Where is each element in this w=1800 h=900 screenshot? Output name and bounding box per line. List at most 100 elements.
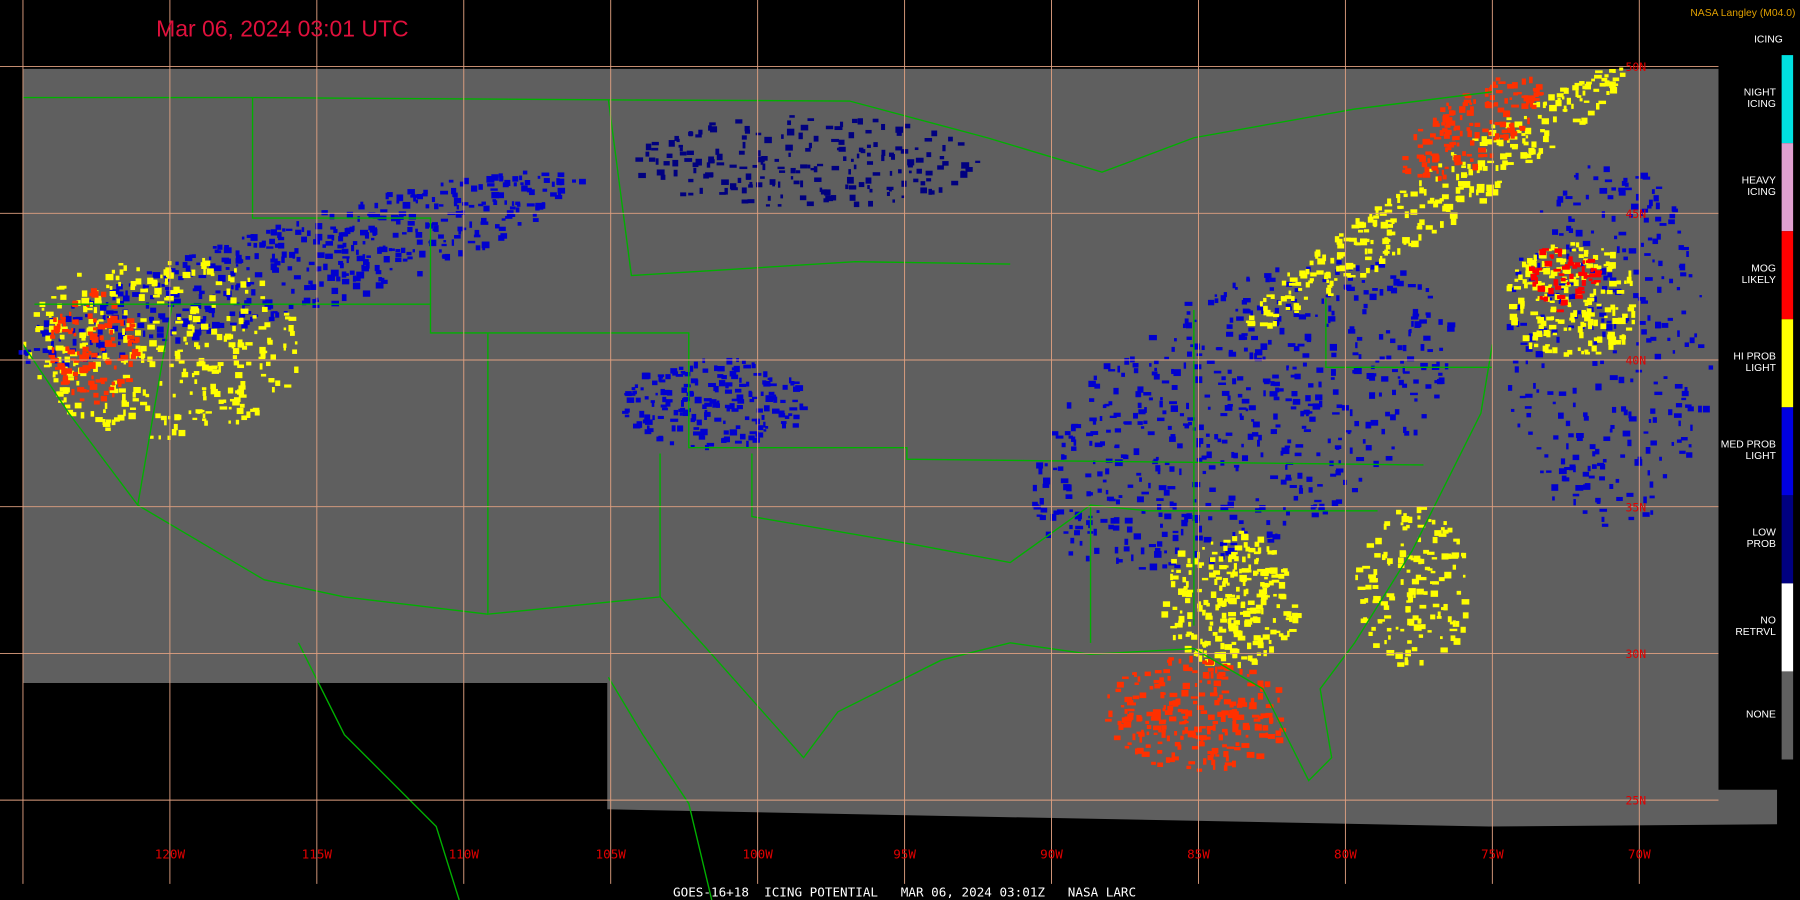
- icing-speck: [1293, 613, 1302, 619]
- icing-speck: [1507, 385, 1513, 391]
- icing-speck: [1328, 316, 1336, 322]
- icing-speck: [1431, 519, 1436, 525]
- icing-speck: [1301, 425, 1307, 429]
- icing-speck: [341, 248, 349, 254]
- icing-speck: [1453, 538, 1460, 542]
- icing-speck: [511, 201, 515, 206]
- icing-speck: [1379, 212, 1387, 216]
- icing-speck: [1466, 110, 1474, 116]
- icing-speck: [269, 238, 276, 245]
- icing-speck: [74, 376, 78, 380]
- icing-speck: [1185, 322, 1192, 329]
- icing-speck: [60, 313, 63, 318]
- icing-speck: [267, 339, 273, 345]
- icing-speck: [1417, 128, 1424, 132]
- icing-speck: [1582, 510, 1588, 514]
- icing-speck: [1149, 685, 1154, 690]
- icing-speck: [1413, 429, 1418, 436]
- icing-speck: [1447, 325, 1455, 332]
- icing-speck: [719, 192, 726, 195]
- icing-speck: [61, 368, 67, 375]
- icing-speck: [337, 244, 345, 249]
- icing-speck: [123, 265, 127, 271]
- icing-speck: [140, 318, 147, 322]
- icing-speck: [175, 354, 181, 362]
- icing-speck: [914, 147, 919, 151]
- icing-speck: [793, 180, 800, 185]
- icing-speck: [1379, 255, 1383, 259]
- icing-speck: [125, 378, 133, 383]
- icing-speck: [1346, 286, 1355, 292]
- state-line: [251, 97, 432, 305]
- icing-speck: [1381, 376, 1389, 382]
- icing-speck: [66, 377, 74, 381]
- icing-speck: [1196, 438, 1204, 444]
- icing-speck: [1577, 310, 1581, 315]
- icing-speck: [1200, 735, 1204, 742]
- icing-speck: [1522, 335, 1530, 342]
- icing-speck: [1271, 579, 1280, 583]
- icing-speck: [1168, 716, 1177, 722]
- icing-speck: [1544, 293, 1548, 297]
- icing-speck: [463, 177, 469, 185]
- icing-speck: [68, 330, 73, 335]
- icing-speck: [1647, 237, 1653, 241]
- icing-speck: [665, 374, 671, 380]
- icing-speck: [1628, 416, 1637, 422]
- icing-speck: [1254, 357, 1262, 362]
- state-line: [1325, 298, 1493, 369]
- icing-speck: [72, 338, 77, 346]
- icing-speck: [223, 335, 227, 342]
- icing-speck: [1208, 626, 1213, 632]
- icing-speck: [372, 228, 378, 235]
- icing-speck: [1582, 322, 1587, 327]
- icing-speck: [200, 361, 206, 366]
- icing-speck: [208, 306, 215, 314]
- coastline: [607, 676, 713, 900]
- icing-speck: [696, 419, 702, 426]
- icing-speck: [1317, 484, 1323, 487]
- icing-speck: [76, 351, 80, 356]
- icing-speck: [1669, 213, 1676, 219]
- icing-speck: [1584, 349, 1589, 353]
- icing-speck: [60, 294, 67, 300]
- icing-speck: [1459, 106, 1466, 113]
- icing-speck: [81, 297, 90, 304]
- icing-speck: [1405, 168, 1412, 175]
- icing-speck: [104, 323, 113, 329]
- icing-speck: [77, 272, 82, 277]
- icing-speck: [1516, 129, 1522, 134]
- icing-speck: [1151, 371, 1158, 376]
- icing-speck: [1408, 329, 1411, 337]
- icing-speck: [203, 396, 207, 401]
- icing-speck: [1601, 248, 1604, 251]
- icing-speck: [1205, 615, 1213, 620]
- icing-speck: [223, 247, 232, 254]
- icing-speck: [368, 225, 375, 231]
- icing-speck: [1182, 682, 1190, 690]
- icing-speck: [1220, 504, 1229, 511]
- icing-speck: [96, 355, 102, 359]
- icing-speck: [1238, 520, 1244, 525]
- icing-speck: [1623, 256, 1628, 261]
- icing-speck: [640, 387, 644, 391]
- icing-speck: [717, 374, 724, 378]
- icing-speck: [1124, 538, 1129, 545]
- icing-speck: [1254, 349, 1263, 356]
- icing-speck: [1251, 659, 1258, 665]
- icing-speck: [1239, 668, 1243, 675]
- icing-speck: [1113, 735, 1121, 741]
- icing-speck: [1164, 550, 1168, 554]
- icing-speck: [362, 290, 371, 297]
- icing-speck: [1619, 72, 1626, 77]
- icing-speck: [62, 375, 68, 380]
- icing-speck: [1160, 691, 1165, 699]
- icing-speck: [1456, 540, 1460, 545]
- icing-speck: [451, 187, 457, 195]
- icing-speck: [1159, 400, 1163, 408]
- icing-speck: [1426, 314, 1431, 318]
- icing-speck: [1254, 541, 1260, 547]
- icing-speck: [1607, 331, 1615, 338]
- icing-speck: [1603, 275, 1608, 281]
- icing-speck: [737, 177, 742, 183]
